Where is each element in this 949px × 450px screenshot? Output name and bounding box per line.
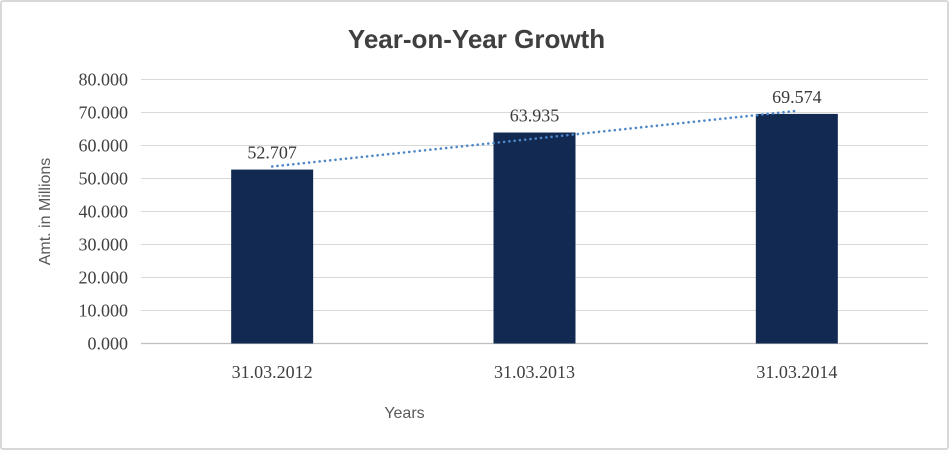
y-tick-label: 30.000 [79,235,129,255]
y-tick-label: 0.000 [88,334,129,354]
y-tick-label: 40.000 [79,202,129,222]
x-category-label: 31.03.2013 [494,362,575,382]
bar[interactable] [755,113,838,344]
bar[interactable] [231,169,314,344]
y-axis-title: Amt. in Millions [37,158,54,266]
x-axis-title: Years [384,405,424,422]
x-category-label: 31.03.2014 [756,362,837,382]
x-category-label: 31.03.2012 [232,362,313,382]
bar-data-label: 63.935 [510,106,560,126]
linear-trendline[interactable] [270,109,799,168]
y-tick-label: 50.000 [79,169,129,189]
y-tick-label: 70.000 [79,103,129,123]
y-tick-label: 80.000 [79,70,129,90]
y-tick-label: 10.000 [79,301,129,321]
bar-data-label: 52.707 [247,143,297,163]
y-tick-label: 60.000 [79,136,129,156]
bar[interactable] [493,132,576,344]
y-tick-label: 20.000 [79,268,129,288]
bar-data-label: 69.574 [772,87,822,107]
chart-title: Year-on-Year Growth [347,24,606,54]
